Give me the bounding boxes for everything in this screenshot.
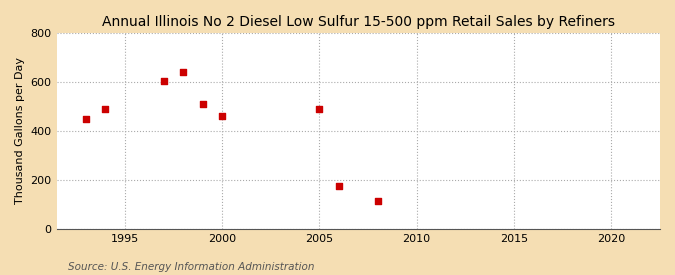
Point <box>178 70 188 74</box>
Point <box>217 113 227 118</box>
Point <box>80 116 91 121</box>
Point <box>100 107 111 111</box>
Title: Annual Illinois No 2 Diesel Low Sulfur 15-500 ppm Retail Sales by Refiners: Annual Illinois No 2 Diesel Low Sulfur 1… <box>102 15 615 29</box>
Text: Source: U.S. Energy Information Administration: Source: U.S. Energy Information Administ… <box>68 262 314 272</box>
Point <box>197 102 208 106</box>
Point <box>373 198 383 203</box>
Point <box>158 78 169 83</box>
Point <box>314 107 325 111</box>
Y-axis label: Thousand Gallons per Day: Thousand Gallons per Day <box>15 57 25 204</box>
Point <box>333 184 344 188</box>
